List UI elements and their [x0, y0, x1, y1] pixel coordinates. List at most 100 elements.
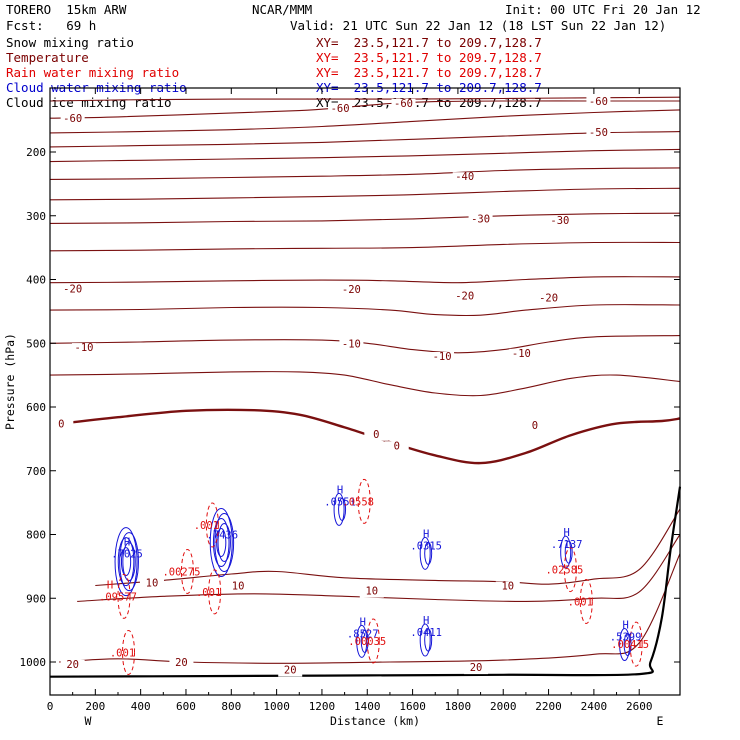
- temperature-contour: [59, 553, 680, 664]
- cloud-water-contour: [338, 497, 347, 521]
- rain-water-contour: [357, 478, 371, 524]
- temperature-label: 0: [394, 440, 400, 452]
- x-tick-label: 800: [221, 700, 241, 713]
- temperature-label: 20: [470, 662, 483, 674]
- temperature-contour: [50, 100, 680, 119]
- rain-water-value: .001: [196, 587, 221, 599]
- cloud-water-cell: [114, 527, 139, 597]
- temperature-label: -20: [539, 292, 558, 304]
- rain-water-value: .00035: [348, 636, 386, 648]
- temperature-contour: [50, 276, 680, 284]
- cloud-water-contour: [623, 633, 632, 656]
- cloud-water-contour: [217, 523, 231, 562]
- temperature-label: 20: [66, 659, 79, 671]
- valid-time: Valid: 21 UTC Sun 22 Jan 12 (18 LST Sun …: [290, 18, 667, 33]
- cloud-water-value: .7137: [551, 539, 583, 551]
- temperature-label-bg: [384, 441, 409, 453]
- temperature-label-bg: [430, 352, 455, 363]
- cloud-water-value: .0551: [324, 496, 356, 508]
- temperature-label-bg: [522, 420, 547, 432]
- temperature-contour: [50, 187, 680, 201]
- temperature-contour: [50, 241, 680, 252]
- field-xy-snow: XY= 23.5,121.7 to 209.7,128.7: [316, 35, 542, 50]
- field-label-cloud-water: Cloud water mixing ratio: [6, 80, 187, 95]
- cloud-water-contour: [619, 628, 631, 661]
- cloud-water-contour: [212, 518, 230, 567]
- cloud-water-cell: [333, 492, 347, 526]
- cloud-water-contour: [419, 623, 431, 657]
- temperature-contour: [50, 167, 680, 180]
- temperature-label-bg: [278, 665, 303, 677]
- temperature-contour: [77, 534, 680, 602]
- field-xy-rain: XY= 23.5,121.7 to 209.7,128.7: [316, 65, 542, 80]
- temperature-label-bg: [60, 284, 85, 296]
- cloud-water-cell: [419, 536, 433, 570]
- temperature-contour: [50, 96, 680, 102]
- temperature-label: -50: [589, 127, 608, 139]
- temperature-label: -30: [550, 215, 569, 227]
- cloud-water-max-marker: H: [337, 484, 343, 496]
- y-tick-label: 1000: [20, 656, 47, 669]
- temperature-label: 10: [501, 581, 514, 593]
- temperature-label-bg: [464, 663, 489, 675]
- x-tick-label: 2600: [626, 700, 653, 713]
- temperature-label-bg: [452, 291, 477, 303]
- rain-water-contour: [122, 629, 136, 675]
- y-tick-label: 400: [26, 274, 46, 287]
- temperature-label: -10: [433, 351, 452, 363]
- cloud-water-cell: [209, 508, 235, 577]
- rain-water-contour: [208, 569, 222, 615]
- rain-water-contour: [180, 548, 194, 594]
- cloud-water-contour: [560, 535, 572, 569]
- field-label-snow: Snow mixing ratio: [6, 35, 134, 50]
- rain-water-contour: [366, 618, 380, 664]
- cloud-water-cell: [560, 535, 573, 569]
- temperature-label: 10: [365, 586, 378, 598]
- cloud-water-value: .5399: [610, 632, 642, 644]
- field-xy-temperature: XY= 23.5,121.7 to 209.7,128.7: [316, 50, 542, 65]
- temperature-label-bg: [495, 581, 520, 593]
- temperature-label: 10: [232, 581, 245, 593]
- temperature-label-bg: [586, 97, 611, 108]
- cloud-water-max-marker: H: [622, 620, 628, 632]
- axes: 0 200 400 600 800 1000 1200 1400 1600 1800 2000 220…: [20, 88, 680, 713]
- cloud-water-contour: [424, 628, 433, 652]
- temperature-contour: [50, 335, 680, 354]
- y-tick-label: 900: [26, 592, 46, 605]
- plot-frame: [49, 87, 681, 696]
- x-tick-label: 2400: [581, 700, 608, 713]
- rain-water-value: .001: [194, 520, 219, 532]
- east-end-label: E: [657, 714, 664, 728]
- temperature-label: -20: [455, 290, 474, 302]
- temperature-contour: [50, 304, 680, 317]
- temperature-label: -20: [63, 283, 82, 295]
- temperature-label-bg: [364, 429, 389, 441]
- y-tick-label: 300: [26, 210, 46, 223]
- x-tick-label: 2000: [490, 700, 517, 713]
- rain-water-value: .00415: [611, 639, 649, 651]
- cloud-water-cell: [419, 623, 433, 657]
- rain-water-contour: [629, 621, 643, 667]
- temperature-label-bg: [339, 285, 364, 297]
- temperature-label-bg: [139, 578, 164, 590]
- temperature-label: -60: [63, 113, 82, 125]
- y-tick-label: 500: [26, 337, 46, 350]
- temperature-label: 10: [146, 577, 159, 589]
- x-tick-label: 1400: [354, 700, 381, 713]
- temperature-label-bg: [60, 114, 85, 126]
- rain-water-value: .00275: [162, 566, 200, 578]
- x-tick-label: 2200: [535, 700, 562, 713]
- y-tick-label: 800: [26, 529, 46, 542]
- temperature-label-bg: [328, 104, 353, 116]
- x-tick-label: 1000: [263, 700, 290, 713]
- x-tick-label: 1200: [309, 700, 336, 713]
- temperature-contour: [95, 508, 680, 587]
- rain-water-value: .0558: [342, 496, 374, 508]
- cloud-water-contours: [114, 492, 632, 661]
- x-tick-label: 600: [176, 700, 196, 713]
- cloud-water-contour: [122, 542, 136, 582]
- temperature-label: -60: [589, 96, 608, 108]
- forecast-hour: Fcst: 69 h: [6, 18, 97, 33]
- temperature-contour: [50, 148, 680, 163]
- temperature-label: -60: [394, 98, 413, 110]
